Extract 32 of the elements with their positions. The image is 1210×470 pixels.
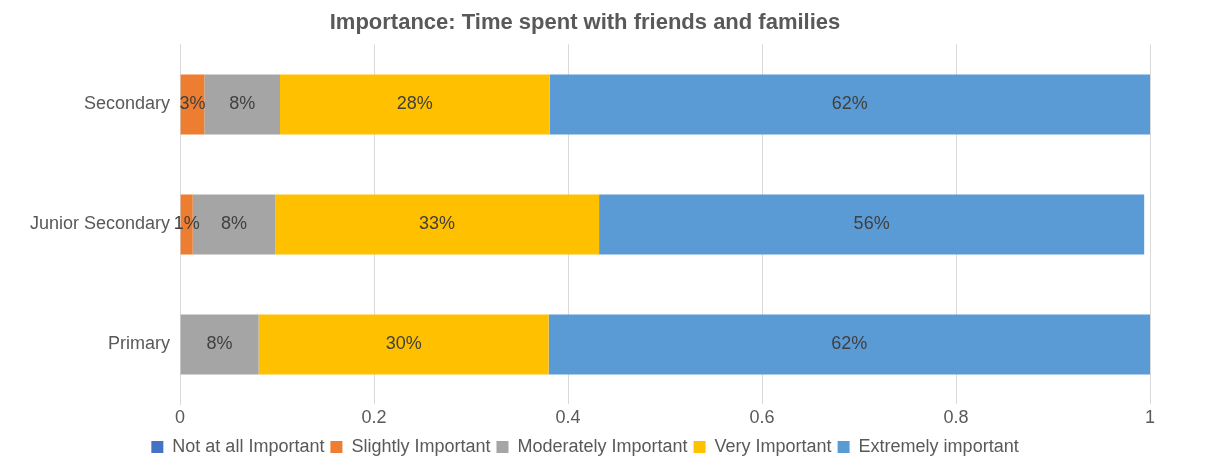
legend-label: Very Important [714, 435, 832, 456]
bar [258, 314, 549, 375]
data-label: 56% [853, 213, 890, 234]
y-tick-label: Junior Secondary [29, 213, 171, 234]
x-tick-label: 1 [1144, 407, 1156, 428]
x-tick-label: 0.2 [361, 407, 387, 428]
legend-label: Slightly Important [351, 435, 491, 456]
data-label: 30% [385, 333, 422, 354]
bar [549, 74, 1150, 135]
legend-label: Moderately Important [517, 435, 688, 456]
chart-title: Importance: Time spent with friends and families [329, 9, 841, 35]
data-label: 8% [220, 213, 247, 234]
data-label: 28% [396, 93, 433, 114]
bar [180, 314, 259, 375]
x-tick-label: 0.4 [555, 407, 581, 428]
x-tick-label: 0.8 [943, 407, 969, 428]
bar [204, 74, 280, 135]
legend-label: Not at all Important [172, 435, 325, 456]
x-tick-label: 0 [175, 407, 186, 428]
bar [548, 314, 1150, 375]
data-label: 8% [229, 93, 256, 114]
bar [275, 194, 600, 255]
data-label: 62% [831, 333, 868, 354]
data-label: 8% [206, 333, 233, 354]
data-label: 33% [419, 213, 456, 234]
bar [279, 74, 550, 135]
y-tick-label: Secondary [84, 93, 171, 114]
bar [599, 194, 1145, 255]
x-tick-label: 0.6 [749, 407, 775, 428]
y-tick-label: Primary [108, 333, 171, 354]
legend-label: Extremely important [858, 435, 1019, 456]
data-label: 62% [831, 93, 868, 114]
